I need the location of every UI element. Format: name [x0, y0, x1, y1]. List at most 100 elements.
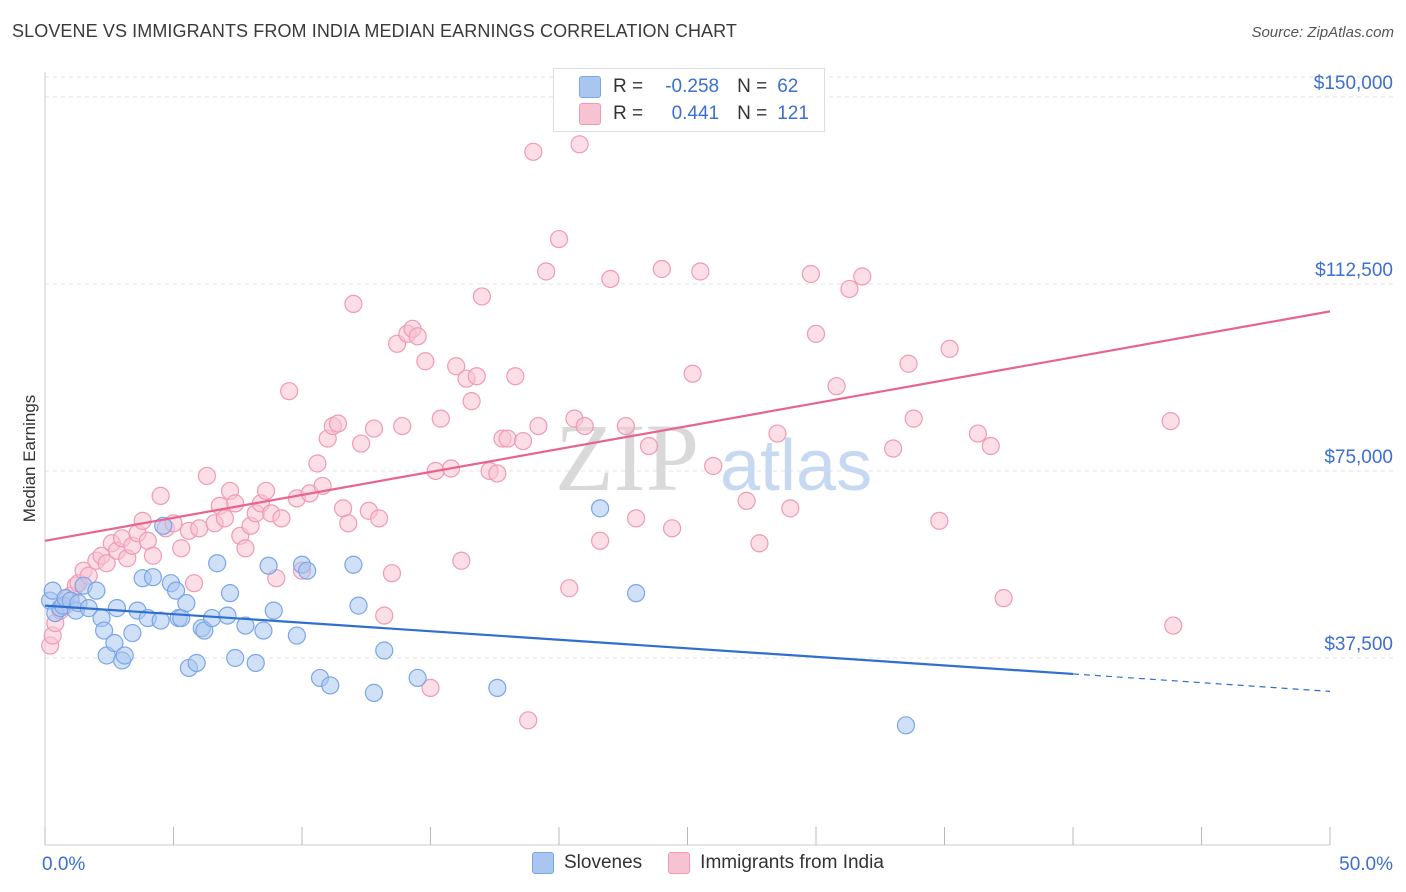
legend-item-india[interactable]: Immigrants from India [668, 852, 884, 874]
india-point [236, 539, 255, 558]
india-point [393, 416, 412, 436]
slovene-point [259, 556, 278, 575]
india-point [467, 367, 486, 386]
slovene-point [208, 554, 227, 573]
india-trend-line [44, 310, 1331, 542]
india-points [41, 135, 1183, 730]
india-point [781, 499, 800, 518]
india-point [97, 554, 116, 573]
india-point [184, 574, 204, 593]
slovene-point [177, 594, 196, 613]
india-point [750, 534, 769, 553]
india-point [524, 142, 543, 161]
india-point [737, 491, 756, 510]
india-point [151, 486, 170, 506]
legend-row-slovenes: R = -0.258 N = 62 [579, 74, 798, 100]
india-point [447, 357, 466, 376]
india-point [994, 589, 1013, 608]
india-point [364, 419, 384, 438]
r-label: R = [613, 76, 644, 97]
slovenes-swatch [579, 76, 601, 98]
india-point [806, 324, 826, 343]
legend-item-slovenes[interactable]: Slovenes [532, 852, 642, 874]
india-point [172, 539, 191, 558]
slovene-point [896, 716, 916, 735]
india-point [143, 546, 163, 565]
india-point [639, 436, 659, 456]
y-tick-label: $112,500 [1315, 260, 1393, 281]
india-point [506, 367, 525, 386]
india-point [519, 711, 538, 730]
slovene-point [264, 601, 283, 620]
india-point [370, 509, 389, 528]
india-point [940, 339, 959, 358]
correlation-legend: R = -0.258 N = 62 R = 0.441 N = 121 [553, 68, 825, 132]
india-point [339, 514, 358, 533]
india-point [575, 416, 594, 436]
india-point [513, 431, 533, 451]
axis-labels: $37,500 $75,000 $112,500 $150,000 0.0% 50.0% M… [20, 73, 1393, 875]
india-point [840, 279, 859, 299]
india-point [570, 135, 589, 154]
slovene-point [349, 596, 368, 615]
slovene-point [254, 621, 273, 640]
india-point [226, 494, 245, 513]
r-label: R = [613, 103, 644, 124]
india-point [197, 466, 217, 486]
slovene-point [344, 555, 363, 574]
y-axis-label: Median Earnings [20, 395, 39, 523]
n-value: 62 [777, 76, 799, 97]
slovene-point [488, 678, 507, 698]
india-point [529, 416, 548, 436]
slovene-point [154, 516, 173, 535]
slovene-point [115, 646, 134, 665]
n-label: N = [737, 76, 768, 97]
watermark: ZIP atlas [555, 404, 872, 511]
slovene-point [143, 568, 163, 587]
india-point [498, 429, 517, 448]
india-point [801, 264, 820, 284]
x-tick-label: 50.0% [1339, 854, 1393, 875]
slovene-point [375, 641, 394, 660]
india-point [883, 439, 903, 458]
india-point [601, 269, 620, 289]
india-swatch [668, 852, 691, 874]
india-point [215, 509, 234, 528]
slovene-point [220, 584, 240, 603]
x-tick-label: 0.0% [42, 854, 85, 875]
india-point [904, 409, 923, 428]
y-tick-label: $75,000 [1324, 447, 1393, 468]
gridlines [45, 76, 1395, 659]
slovene-point [364, 683, 384, 702]
india-point [452, 551, 471, 570]
slovene-points [41, 499, 916, 735]
india-point [190, 519, 209, 538]
india-point [899, 354, 918, 373]
india-point [352, 434, 371, 453]
india-point [968, 424, 988, 443]
india-point [308, 454, 327, 473]
india-point [1161, 411, 1180, 431]
india-point [256, 481, 276, 501]
india-point [488, 464, 507, 483]
axes [44, 72, 1331, 846]
india-point [652, 259, 671, 279]
india-point [691, 262, 710, 281]
india-point [431, 409, 450, 428]
india-point [704, 456, 723, 476]
india-point [1164, 616, 1183, 635]
india-point [382, 564, 402, 583]
india-swatch [579, 103, 601, 125]
chart-title: SLOVENE VS IMMIGRANTS FROM INDIA MEDIAN … [12, 21, 738, 41]
india-point [421, 678, 440, 698]
slovene-point [236, 616, 255, 635]
slovene-point [107, 599, 127, 618]
india-point [662, 519, 682, 538]
india-point [930, 511, 949, 530]
india-point [537, 262, 556, 281]
slovene-point [626, 584, 646, 603]
slovene-point [87, 581, 106, 600]
india-point [344, 294, 363, 313]
india-point [375, 606, 394, 625]
